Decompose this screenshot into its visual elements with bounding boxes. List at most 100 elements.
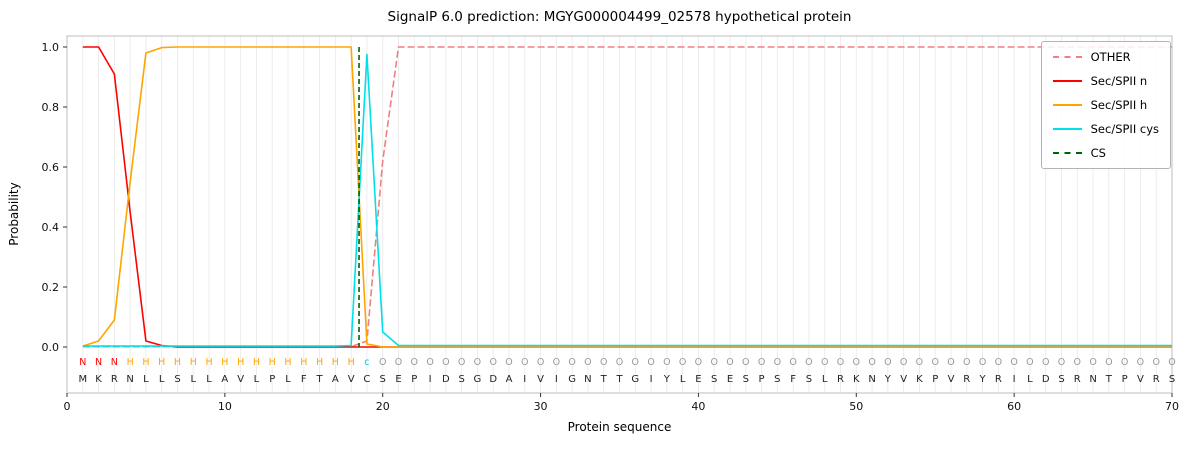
residue-region-label: O <box>426 357 433 368</box>
residue-region-label: H <box>221 357 228 368</box>
residue-letter: P <box>932 374 938 385</box>
residue-letter: K <box>916 374 923 385</box>
residue-region-label: O <box>489 357 496 368</box>
residue-region-label: H <box>269 357 276 368</box>
residue-region-label: O <box>1105 357 1112 368</box>
residue-region-label: O <box>789 357 796 368</box>
residue-region-label: H <box>205 357 212 368</box>
residue-letter: Y <box>663 374 671 385</box>
series-line-sec-spii-n <box>82 46 1172 348</box>
residue-region-label: O <box>695 357 702 368</box>
residue-letter: F <box>790 374 796 385</box>
y-tick-label: 0.0 <box>42 341 60 354</box>
residue-region-label: O <box>742 357 749 368</box>
legend-line-sample <box>1052 104 1082 106</box>
residue-region-label: O <box>947 357 954 368</box>
residue-letter: V <box>900 374 907 385</box>
residue-region-label: O <box>868 357 875 368</box>
residue-letter: K <box>853 374 860 385</box>
residue-region-label: O <box>931 357 938 368</box>
residue-letter: V <box>237 374 244 385</box>
residue-letter: I <box>429 374 432 385</box>
residue-region-label: N <box>79 357 86 368</box>
residue-region-label: O <box>805 357 812 368</box>
residue-letter: G <box>568 374 576 385</box>
x-tick-label: 30 <box>534 400 548 413</box>
residue-letter: D <box>489 374 497 385</box>
legend-label: Sec/SPII h <box>1090 98 1148 112</box>
residue-region-label: O <box>726 357 733 368</box>
residue-region-label: O <box>1074 357 1081 368</box>
series-line-sec-spii-h <box>82 46 1172 348</box>
residue-region-label: O <box>411 357 418 368</box>
residue-letter: A <box>332 374 339 385</box>
residue-region-label: O <box>568 357 575 368</box>
residue-letter: Y <box>884 374 892 385</box>
residue-region-label: O <box>1010 357 1017 368</box>
residue-region-label: O <box>1168 357 1175 368</box>
residue-letter: E <box>695 374 701 385</box>
residue-letter: T <box>600 374 608 385</box>
residue-letter: R <box>995 374 1002 385</box>
residue-region-label: O <box>1042 357 1049 368</box>
residue-letter: S <box>1169 374 1175 385</box>
residue-letter: P <box>759 374 765 385</box>
residue-letter: S <box>743 374 749 385</box>
residue-letter: P <box>411 374 417 385</box>
legend-item: Sec/SPII h <box>1052 97 1159 113</box>
x-tick-label: 60 <box>1007 400 1021 413</box>
residue-letter: R <box>1153 374 1160 385</box>
residue-region-label: O <box>584 357 591 368</box>
residue-letter: L <box>285 374 291 385</box>
residue-region-label: O <box>1152 357 1159 368</box>
residue-region-label: O <box>979 357 986 368</box>
residue-region-label: H <box>237 357 244 368</box>
legend-label: Sec/SPII cys <box>1090 122 1159 136</box>
x-tick-label: 50 <box>849 400 863 413</box>
residue-region-label: O <box>521 357 528 368</box>
residue-letter: D <box>1042 374 1050 385</box>
residue-region-label: H <box>127 357 134 368</box>
residue-region-label: H <box>300 357 307 368</box>
residue-region-label: O <box>616 357 623 368</box>
residue-region-label: H <box>316 357 323 368</box>
residue-region-label: O <box>774 357 781 368</box>
residue-letter: L <box>159 374 165 385</box>
legend-label: OTHER <box>1090 50 1131 64</box>
residue-region-label: O <box>1026 357 1033 368</box>
legend-line-sample <box>1052 128 1082 130</box>
residue-region-label: H <box>158 357 165 368</box>
residue-region-label: O <box>474 357 481 368</box>
legend-line-sample <box>1052 56 1082 58</box>
residue-letter: I <box>1013 374 1016 385</box>
residue-letter: R <box>963 374 970 385</box>
residue-region-label: H <box>348 357 355 368</box>
residue-letter: V <box>348 374 355 385</box>
residue-letter: R <box>1074 374 1081 385</box>
residue-letter: E <box>727 374 733 385</box>
residue-letter: L <box>190 374 196 385</box>
residue-letter: N <box>126 374 133 385</box>
residue-region-label: O <box>679 357 686 368</box>
legend: OTHER Sec/SPII n Sec/SPII h Sec/SPII cys CS <box>1040 41 1171 169</box>
legend-item: CS <box>1052 145 1159 161</box>
residue-letter: Y <box>979 374 987 385</box>
residue-letter: L <box>143 374 149 385</box>
residue-region-label: H <box>253 357 260 368</box>
residue-region-label: O <box>505 357 512 368</box>
x-tick-label: 10 <box>218 400 232 413</box>
residue-letter: V <box>948 374 955 385</box>
residue-region-label: O <box>963 357 970 368</box>
residue-region-label: O <box>458 357 465 368</box>
residue-letter: S <box>806 374 812 385</box>
residue-region-label: c <box>364 357 369 368</box>
legend-line-sample <box>1052 152 1082 154</box>
x-axis-label: Protein sequence <box>567 420 672 434</box>
residue-region-label: N <box>95 357 102 368</box>
plot-border <box>66 35 1173 394</box>
residue-region-label: O <box>1089 357 1096 368</box>
residue-letter: T <box>316 374 324 385</box>
residue-letter: L <box>680 374 686 385</box>
